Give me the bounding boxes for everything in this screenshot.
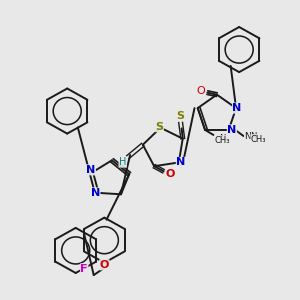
Text: S: S xyxy=(155,122,164,132)
Text: F: F xyxy=(80,264,88,274)
Text: S: S xyxy=(177,111,184,121)
Text: N: N xyxy=(176,158,186,167)
Text: N: N xyxy=(86,165,95,175)
Text: CH₃: CH₃ xyxy=(214,136,230,145)
Text: O: O xyxy=(196,85,205,96)
Text: N: N xyxy=(219,134,225,142)
Text: N: N xyxy=(232,103,242,113)
Text: O: O xyxy=(100,260,109,270)
Text: N: N xyxy=(250,131,256,140)
Text: N: N xyxy=(227,125,236,135)
Text: H: H xyxy=(119,157,126,167)
Text: CH₃: CH₃ xyxy=(251,135,266,144)
Text: O: O xyxy=(165,169,175,179)
Text: N: N xyxy=(244,131,251,140)
Text: N: N xyxy=(91,188,100,198)
